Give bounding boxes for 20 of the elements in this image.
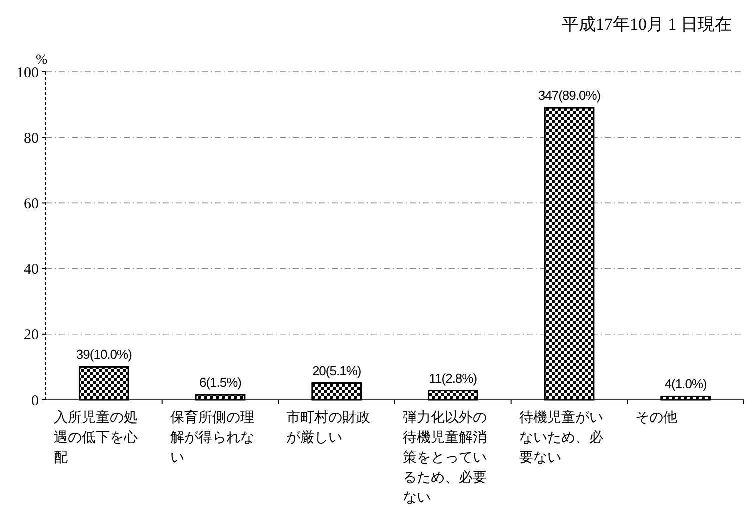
y-tick-label: 100 [16, 65, 39, 82]
y-tick-label: 60 [24, 196, 39, 212]
y-tick-label: 40 [24, 262, 39, 278]
x-tick-label: 入所児童の処遇の低下を心配 [54, 410, 138, 466]
data-label: 6(1.5%) [199, 375, 242, 390]
data-label: 39(10.0%) [76, 347, 132, 362]
x-tick-label: その他 [636, 410, 678, 426]
chart-title: 平成17年10月 1 日現在 [562, 15, 732, 34]
y-tick-label: 20 [24, 328, 39, 344]
data-label: 4(1.0%) [664, 376, 708, 392]
data-label: 20(5.1%) [312, 363, 362, 378]
x-tick-label: 市町村の財政が厳しい [286, 410, 371, 446]
data-label: 11(2.8%) [429, 370, 478, 386]
x-tick-label: 待機児童がいないため、必要ない [519, 410, 604, 466]
y-axis-title: % [36, 53, 48, 68]
data-label: 347(89.0%) [538, 88, 601, 104]
y-tick-label: 0 [32, 393, 39, 410]
y-tick-label: 80 [24, 130, 39, 147]
x-tick-label: 弾力化以外の待機児童解消策をとっているため、必要ない [403, 410, 487, 506]
x-tick-label: 保育所側の理解が得られない [170, 409, 254, 466]
